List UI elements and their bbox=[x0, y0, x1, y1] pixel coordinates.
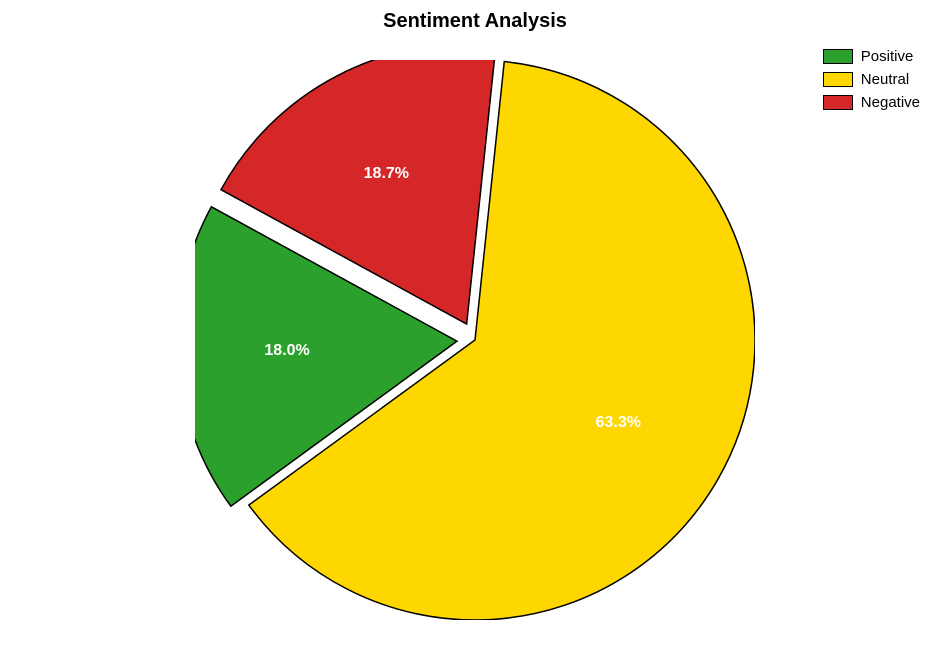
legend-swatch bbox=[823, 49, 853, 64]
legend-item-neutral: Neutral bbox=[823, 71, 920, 88]
slice-label-positive: 18.0% bbox=[264, 342, 309, 360]
legend-item-positive: Positive bbox=[823, 48, 920, 65]
legend-label: Positive bbox=[861, 48, 914, 65]
pie-chart: 63.3% 18.0% 18.7% bbox=[195, 60, 755, 620]
legend: Positive Neutral Negative bbox=[823, 48, 920, 117]
legend-swatch bbox=[823, 95, 853, 110]
slice-label-negative: 18.7% bbox=[364, 165, 409, 183]
legend-label: Negative bbox=[861, 94, 920, 111]
chart-title: Sentiment Analysis bbox=[0, 10, 950, 33]
legend-swatch bbox=[823, 72, 853, 87]
legend-label: Neutral bbox=[861, 71, 909, 88]
legend-item-negative: Negative bbox=[823, 94, 920, 111]
slice-label-neutral: 63.3% bbox=[596, 414, 641, 432]
